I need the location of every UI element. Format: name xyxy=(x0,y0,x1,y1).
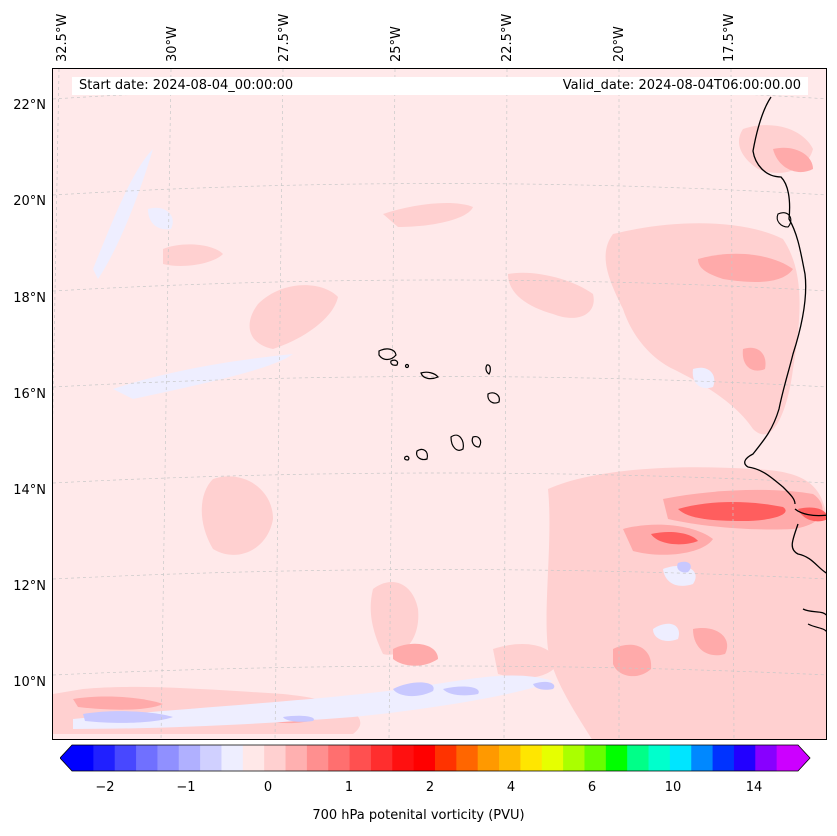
colorbar-tick: 1 xyxy=(344,780,354,795)
coastal-islet xyxy=(776,212,792,228)
colorbar-segment xyxy=(242,745,265,771)
colorbar-segment xyxy=(456,745,479,771)
lat-label-18n: 18°N xyxy=(13,291,46,306)
valid-date-label: Valid_date: 2024-08-04T06:00:00.00 xyxy=(562,78,801,93)
lon-label-27-5w: 27.5°W xyxy=(277,13,292,62)
colorbar-segment xyxy=(285,745,308,771)
colorbar-over-arrow xyxy=(798,745,810,771)
colorbar-segment xyxy=(520,745,543,771)
guinea-bissau-coastline xyxy=(791,523,826,574)
colorbar-segment xyxy=(136,745,159,771)
colorbar-tick: −1 xyxy=(176,780,196,795)
cape-verde-islands xyxy=(378,348,500,461)
colorbar-segment xyxy=(584,745,607,771)
lat-label-16n: 16°N xyxy=(13,387,46,402)
colorbar-segment xyxy=(435,745,457,771)
lon-label-32-5w: 32.5°W xyxy=(55,13,70,62)
colorbar-segment xyxy=(733,745,756,771)
colorbar-segment xyxy=(221,745,244,771)
colorbar-segment xyxy=(328,745,351,771)
longitude-gridlines xyxy=(53,69,735,739)
lat-label-14n: 14°N xyxy=(13,483,46,498)
colorbar-segment xyxy=(627,745,650,771)
guinea-coastline xyxy=(802,608,826,616)
colorbar-tick: −2 xyxy=(95,780,115,795)
info-bar: Start date: 2024-08-04_00:00:00 Valid_da… xyxy=(72,77,808,95)
lon-label-17-5w: 17.5°W xyxy=(722,13,737,62)
colorbar-segment xyxy=(776,745,799,771)
colorbar-tick: 10 xyxy=(664,780,682,795)
colorbar-under-arrow xyxy=(60,745,72,771)
pv-positive-strong xyxy=(651,502,826,545)
colorbar-segment xyxy=(72,745,94,771)
colorbar-segment xyxy=(370,745,393,771)
lat-label-20n: 20°N xyxy=(13,194,46,209)
colorbar-segment xyxy=(264,745,287,771)
gambia-coastline xyxy=(794,508,826,517)
colorbar-segment xyxy=(178,745,201,771)
colorbar-label: 700 hPa potenital vorticity (PVU) xyxy=(312,808,525,823)
colorbar-tick: 4 xyxy=(506,780,516,795)
colorbar-segment xyxy=(114,745,137,771)
map-panel xyxy=(52,68,827,740)
colorbar-segment xyxy=(413,745,436,771)
colorbar-segment xyxy=(755,745,778,771)
colorbar-segments xyxy=(72,745,799,771)
colorbar-segment xyxy=(157,745,180,771)
colorbar-tick: 6 xyxy=(587,780,597,795)
lon-label-30w: 30°W xyxy=(165,26,180,62)
colorbar-label-row: 700 hPa potenital vorticity (PVU) xyxy=(0,808,837,823)
colorbar-segment xyxy=(541,745,564,771)
colorbar-tick: 0 xyxy=(263,780,273,795)
lat-label-12n: 12°N xyxy=(13,579,46,594)
colorbar-segment xyxy=(200,745,223,771)
african-coastline xyxy=(744,96,807,505)
colorbar xyxy=(60,744,811,772)
lon-label-20w: 20°W xyxy=(612,26,627,62)
islands-coastline xyxy=(807,623,826,632)
colorbar-segment xyxy=(306,745,329,771)
colorbar-tick: 2 xyxy=(425,780,435,795)
pv-negative-moderate xyxy=(83,561,691,723)
colorbar-tick: 14 xyxy=(745,780,763,795)
lat-label-10n: 10°N xyxy=(13,675,46,690)
colorbar-segment xyxy=(392,745,415,771)
start-date-label: Start date: 2024-08-04_00:00:00 xyxy=(79,78,294,93)
colorbar-segment xyxy=(477,745,500,771)
colorbar-segment xyxy=(605,745,628,771)
colorbar-segment xyxy=(648,745,671,771)
colorbar-segment xyxy=(669,745,692,771)
pv-field-map xyxy=(53,69,826,739)
colorbar-segment xyxy=(499,745,522,771)
lat-label-22n: 22°N xyxy=(13,98,46,113)
colorbar-segment xyxy=(349,745,372,771)
lon-label-22-5w: 22.5°W xyxy=(500,13,515,62)
colorbar-outline xyxy=(60,744,811,772)
colorbar-segment xyxy=(563,745,586,771)
colorbar-segment xyxy=(691,745,714,771)
colorbar-segment xyxy=(93,745,116,771)
colorbar-segment xyxy=(712,745,735,771)
lon-label-25w: 25°W xyxy=(389,26,404,62)
